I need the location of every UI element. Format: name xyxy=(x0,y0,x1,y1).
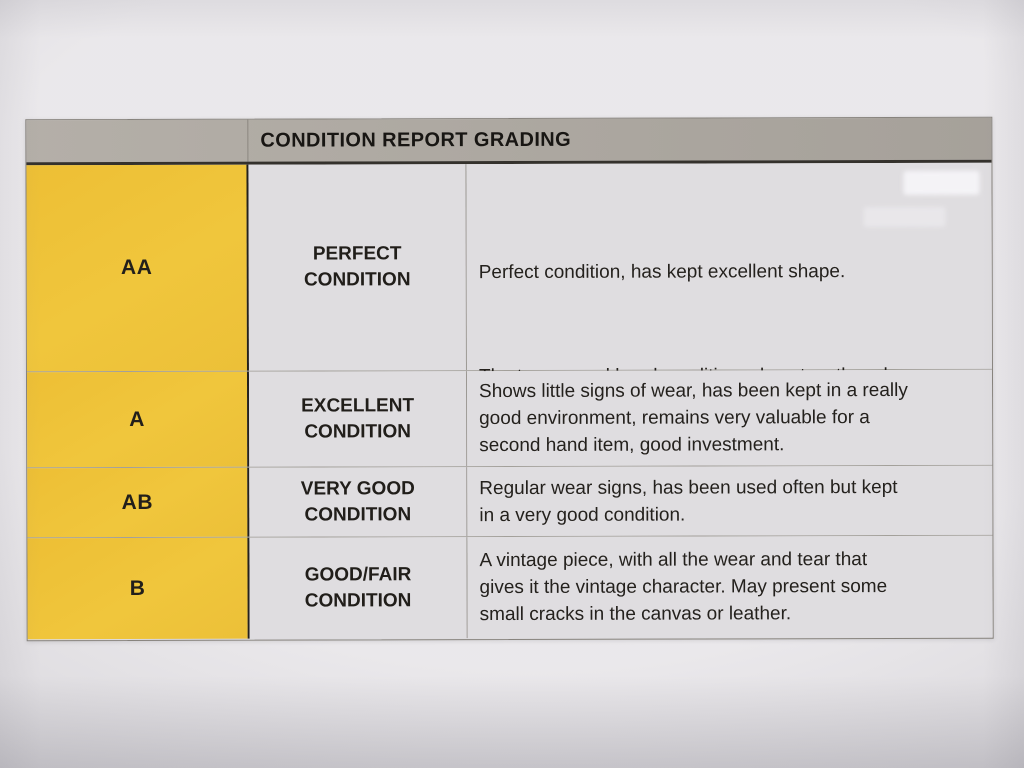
description-paragraph: A vintage piece, with all the wear and t… xyxy=(479,549,888,626)
condition-label-ab: VERY GOOD CONDITION xyxy=(249,467,468,537)
description-cell-a: Shows little signs of wear, has been kep… xyxy=(466,369,993,467)
grade-cell-aa: AA xyxy=(26,164,249,372)
description-paragraph: Perfect condition, has kept excellent sh… xyxy=(478,261,846,284)
description-cell-b: A vintage piece, with all the wear and t… xyxy=(467,535,993,639)
table-header-row: CONDITION REPORT GRADING xyxy=(26,117,992,166)
grade-cell-b: B xyxy=(27,537,250,640)
header-spacer-cell xyxy=(26,119,249,163)
table-row-a: A EXCELLENT CONDITION Shows little signs… xyxy=(26,368,993,468)
table-row-ab: AB VERY GOOD CONDITION Regular wear sign… xyxy=(27,464,993,538)
description-paragraph: Shows little signs of wear, has been kep… xyxy=(479,379,908,457)
condition-label-a: EXCELLENT CONDITION xyxy=(248,371,468,467)
table-row-aa: AA PERFECT CONDITION Perfect condition, … xyxy=(26,162,992,496)
condition-label-b: GOOD/FAIR CONDITION xyxy=(249,537,468,639)
condition-label-aa: PERFECT CONDITION xyxy=(248,164,467,371)
grade-cell-ab: AB xyxy=(27,467,250,538)
table-title: CONDITION REPORT GRADING xyxy=(260,128,572,152)
grade-cell-a: A xyxy=(26,371,250,468)
whiteout-smudge xyxy=(863,206,946,228)
whiteout-smudge xyxy=(903,170,980,195)
condition-grading-table: CONDITION REPORT GRADING AA PERFECT COND… xyxy=(25,116,994,642)
description-cell-aa: Perfect condition, has kept excellent sh… xyxy=(466,162,992,496)
description-paragraph: Regular wear signs, has been used often … xyxy=(479,476,898,526)
table-row-b: B GOOD/FAIR CONDITION A vintage piece, w… xyxy=(27,534,993,640)
description-cell-ab: Regular wear signs, has been used often … xyxy=(467,465,993,537)
